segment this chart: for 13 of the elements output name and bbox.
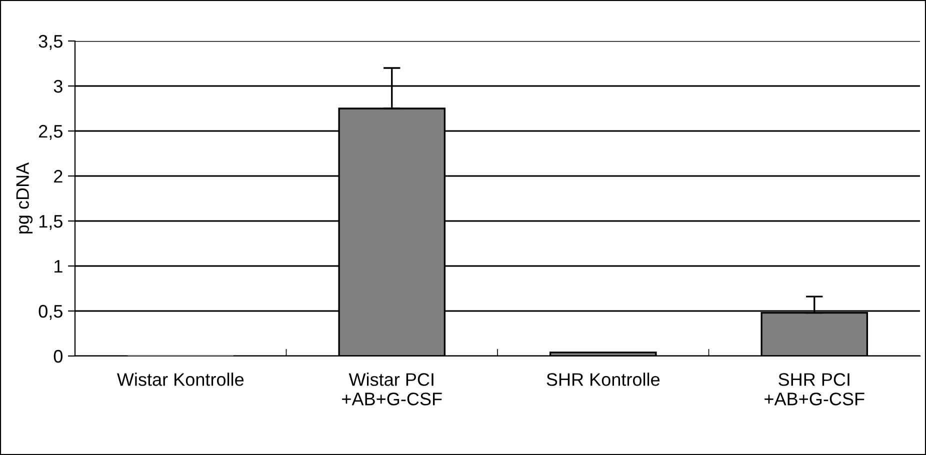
y-axis-title: pg cDNA [16,162,33,234]
y-tick-label: 2 [54,170,62,183]
y-tick-label: 1 [54,260,62,273]
y-tick-label: 1,5 [39,215,62,230]
x-tick-label: Wistar PCI +AB+G-CSF [342,372,442,406]
x-tick-label: Wistar Kontrolle [116,372,244,386]
y-tick-label: 2,5 [39,124,62,140]
y-tick-label: 3,5 [38,34,62,50]
x-tick-label: SHR Kontrolle [546,372,660,386]
y-tick-label: 0 [54,350,62,363]
x-tick-label: SHR PCI +AB+G-CSF [764,373,864,406]
y-tick-label: 3 [54,80,62,93]
y-tick-label: 0,5 [38,304,62,320]
